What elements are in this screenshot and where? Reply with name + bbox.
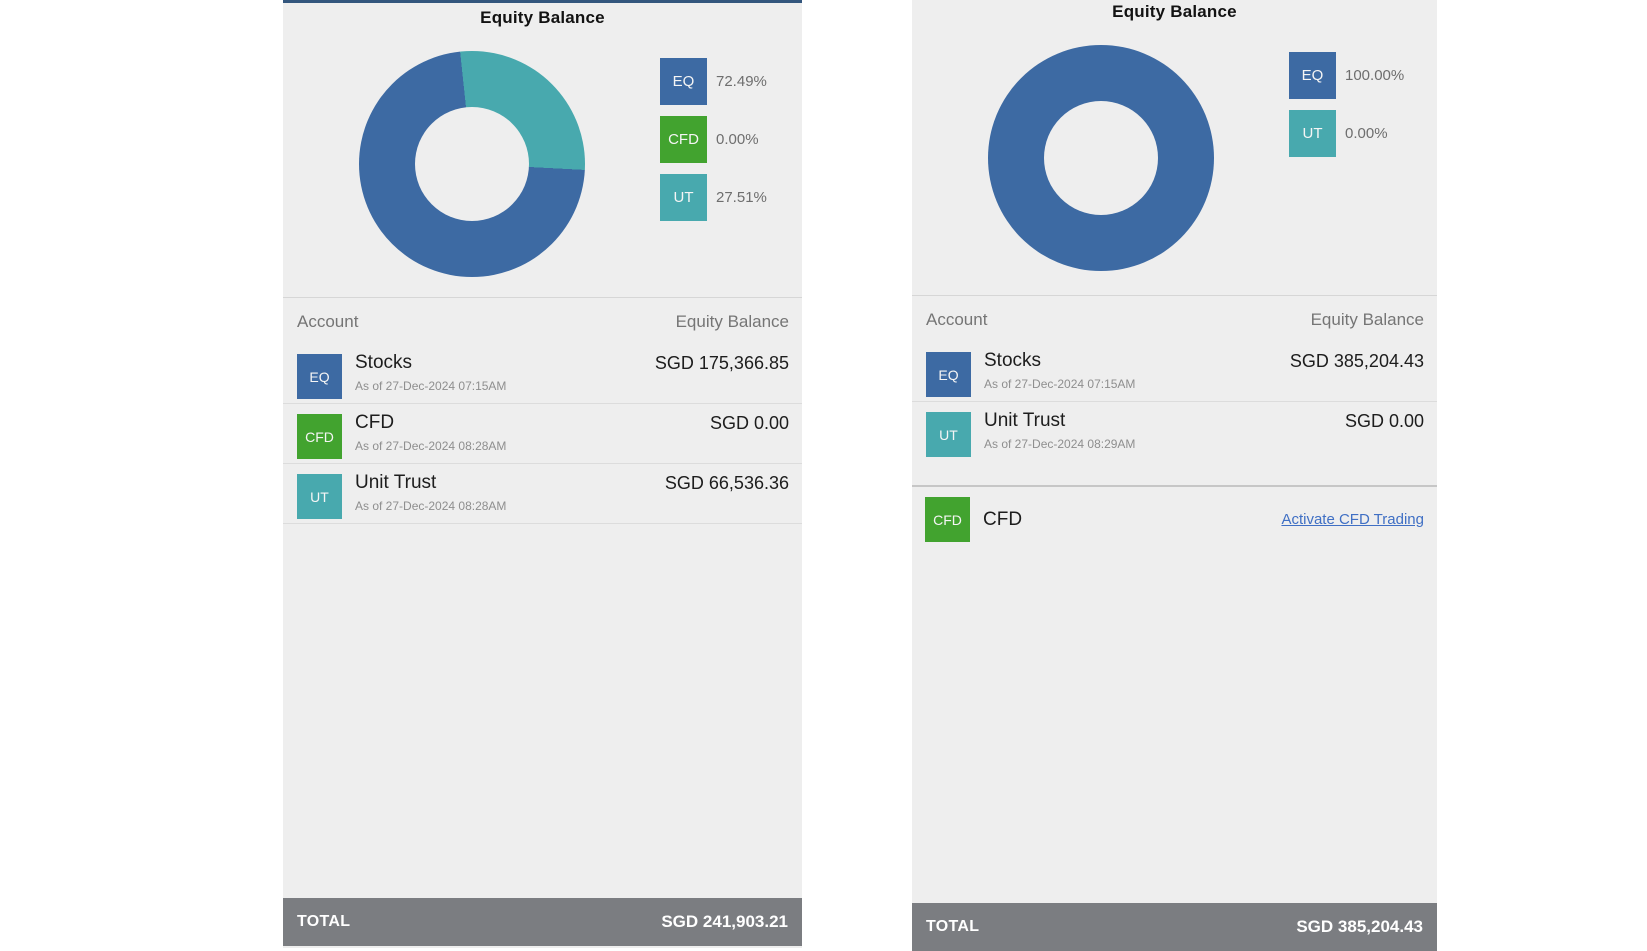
account-balance: SGD 175,366.85 xyxy=(654,353,789,373)
cfd-badge: CFD xyxy=(297,414,342,459)
page-title: Equity Balance xyxy=(480,8,605,27)
eq-swatch: EQ xyxy=(660,58,707,105)
equity-balance-column-header: Equity Balance xyxy=(1310,310,1424,329)
donut-chart-section: EQ 100.00% UT 0.00% xyxy=(912,22,1437,296)
donut-chart xyxy=(359,51,585,277)
account-name: CFD xyxy=(355,412,395,433)
account-name: Stocks xyxy=(355,352,413,373)
account-column-header: Account xyxy=(926,310,988,329)
legend-item-ut: UT 27.51% xyxy=(660,174,767,221)
equity-balance-column-header: Equity Balance xyxy=(675,312,789,331)
total-bar: TOTAL SGD 385,204.43 xyxy=(912,903,1437,951)
as-of-timestamp: As of 27-Dec-2024 08:28AM xyxy=(355,439,507,453)
account-row-cfd: CFD CFD Activate CFD Trading xyxy=(912,487,1437,552)
as-of-timestamp: As of 27-Dec-2024 07:15AM xyxy=(984,377,1136,391)
account-row-stocks[interactable]: EQ Stocks As of 27-Dec-2024 07:15AM SGD … xyxy=(283,344,802,404)
ut-swatch: UT xyxy=(660,174,707,221)
as-of-timestamp: As of 27-Dec-2024 08:28AM xyxy=(355,499,507,513)
account-row-unit-trust[interactable]: UT Unit Trust As of 27-Dec-2024 08:29AM … xyxy=(912,402,1437,462)
equity-balance-panel-2: Equity Balance EQ 100.00% UT 0.00% Accou… xyxy=(912,0,1437,951)
total-value: SGD 385,204.43 xyxy=(1296,917,1423,936)
account-row-unit-trust[interactable]: UT Unit Trust As of 27-Dec-2024 08:28AM … xyxy=(283,464,802,524)
account-column-header: Account xyxy=(297,312,359,331)
legend-item-cfd: CFD 0.00% xyxy=(660,116,767,163)
section-divider xyxy=(912,485,1437,487)
account-balance: SGD 0.00 xyxy=(709,413,789,433)
donut-chart-hole xyxy=(415,107,529,221)
account-balance: SGD 385,204.43 xyxy=(1289,351,1424,371)
legend-item-ut: UT 0.00% xyxy=(1289,110,1404,157)
total-label: TOTAL xyxy=(297,913,351,930)
ut-swatch: UT xyxy=(1289,110,1336,157)
ut-badge: UT xyxy=(297,474,342,519)
eq-swatch: EQ xyxy=(1289,52,1336,99)
activate-cfd-trading-link[interactable]: Activate CFD Trading xyxy=(1281,511,1424,528)
eq-badge: EQ xyxy=(297,354,342,399)
eq-percentage: 72.49% xyxy=(716,73,767,90)
page-title: Equity Balance xyxy=(1112,2,1237,21)
donut-chart xyxy=(988,45,1214,271)
legend-item-eq: EQ 72.49% xyxy=(660,58,767,105)
total-label: TOTAL xyxy=(926,918,980,935)
ut-percentage: 27.51% xyxy=(716,189,767,206)
chart-legend: EQ 100.00% UT 0.00% xyxy=(1289,52,1404,157)
ut-percentage: 0.00% xyxy=(1345,125,1388,142)
table-header: Account Equity Balance xyxy=(912,296,1437,342)
donut-chart-section: EQ 72.49% CFD 0.00% UT 27.51% xyxy=(283,28,802,298)
account-name: Unit Trust xyxy=(984,410,1066,431)
account-balance: SGD 66,536.36 xyxy=(664,473,789,493)
ut-badge: UT xyxy=(926,412,971,457)
spacer xyxy=(912,462,1437,485)
donut-chart-hole xyxy=(1044,101,1158,215)
table-header: Account Equity Balance xyxy=(283,298,802,344)
account-name: CFD xyxy=(983,508,1023,530)
as-of-timestamp: As of 27-Dec-2024 08:29AM xyxy=(984,437,1136,451)
cfd-badge: CFD xyxy=(925,497,970,542)
eq-badge: EQ xyxy=(926,352,971,397)
account-name: Stocks xyxy=(984,350,1042,371)
account-row-cfd[interactable]: CFD CFD As of 27-Dec-2024 08:28AM SGD 0.… xyxy=(283,404,802,464)
total-value: SGD 241,903.21 xyxy=(661,912,788,931)
legend-item-eq: EQ 100.00% xyxy=(1289,52,1404,99)
eq-percentage: 100.00% xyxy=(1345,67,1405,84)
as-of-timestamp: As of 27-Dec-2024 07:15AM xyxy=(355,379,507,393)
account-row-stocks[interactable]: EQ Stocks As of 27-Dec-2024 07:15AM SGD … xyxy=(912,342,1437,402)
total-bar: TOTAL SGD 241,903.21 xyxy=(283,898,802,946)
panel-top-accent xyxy=(283,0,802,3)
account-balance: SGD 0.00 xyxy=(1344,411,1424,431)
equity-balance-panel-1: Equity Balance EQ 72.49% CFD 0.00% UT 27… xyxy=(283,0,802,948)
cfd-percentage: 0.00% xyxy=(716,131,759,148)
account-name: Unit Trust xyxy=(355,472,437,493)
cfd-swatch: CFD xyxy=(660,116,707,163)
chart-legend: EQ 72.49% CFD 0.00% UT 27.51% xyxy=(660,58,767,221)
